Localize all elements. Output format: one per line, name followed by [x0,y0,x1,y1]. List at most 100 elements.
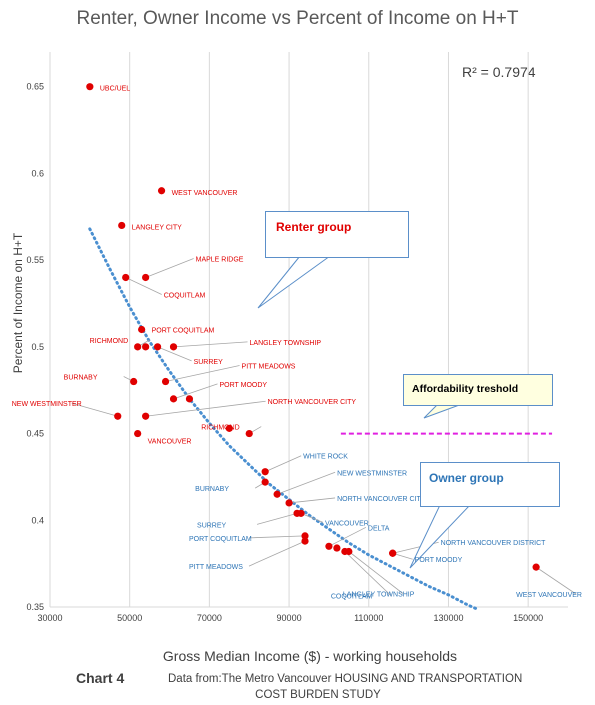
leader-line [145,258,194,278]
owner-callout-pointer [409,504,471,569]
leader-line [344,551,392,596]
owner-point [285,499,293,507]
owner-point [273,490,281,498]
renter-point-label: WEST VANCOUVER [172,190,238,197]
renter-point [114,412,122,420]
x-axis-label: Gross Median Income ($) - working househ… [162,648,458,664]
renter-point [225,424,233,432]
leader-line [256,512,298,525]
leader-line [173,341,248,348]
renter-point-label: LANGLEY TOWNSHIP [250,340,322,347]
owner-point [325,542,333,550]
x-tick-label: 130000 [433,613,463,623]
leader-line [276,471,336,495]
leader-line [173,383,218,400]
renter-point-label: BURNABY [64,375,98,382]
owner-point [261,468,269,476]
owner-point-label: COQUITLAM [331,594,373,601]
renter-point-label: NORTH VANCOUVER CITY [268,399,357,406]
leader-line [348,551,404,594]
leader-line [71,402,118,417]
tick-labels: 30000 50000 70000 90000 110000 130000 150000 0.… [26,82,543,623]
leader-line [300,512,324,523]
renter-point-label: PITT MEADOWS [242,364,296,371]
affordability-callout-pointer [423,403,463,419]
renter-point [245,429,253,438]
leader-line [265,455,302,473]
affordability-callout: Affordability treshold [403,374,553,406]
x-tick-label: 30000 [37,613,62,623]
leader-line [535,566,577,595]
owner-point-label: DELTA [368,525,390,532]
renter-point-label: UBC/UEL [100,86,130,93]
source-line-2: COST BURDEN STUDY [255,689,381,701]
x-tick-label: 110000 [354,613,383,623]
renter-point [169,343,178,351]
affordability-label: Affordability treshold [412,383,519,395]
renter-point [134,429,142,438]
leader-line [145,400,266,417]
renter-point-label: NEW WESTMINSTER [12,401,82,408]
source-note: Data from:The Metro Vancouver HOUSING AN… [168,671,568,703]
owner-point [297,509,305,517]
renter-point-label: PORT COQUITLAM [152,328,215,335]
renter-group-label: Renter group [276,220,352,234]
leader-line [248,540,306,567]
y-tick-label: 0.5 [31,342,44,352]
owner-point-label: PITT MEADOWS [189,564,243,571]
leader-line [157,346,192,362]
owner-point [333,544,341,552]
renter-point-label: PORT MOODY [220,382,268,389]
leader-line [125,277,162,295]
callout-pointers [257,255,471,569]
leader-lines [71,258,577,596]
owner-point-label: VANCOUVER [325,520,369,527]
owner-point [301,532,309,540]
y-tick-label: 0.65 [26,82,44,92]
leader-line [249,535,306,539]
grid-layer [49,52,568,608]
renter-point-label: RICHMOND [201,425,240,432]
renter-point [130,377,138,386]
y-tick-label: 0.55 [26,255,44,265]
owner-point [389,549,397,557]
renter-callout-pointer [257,255,331,309]
leader-line [165,365,240,382]
owner-point-label: PORT MOODY [415,557,463,564]
owner-point [532,563,540,571]
leader-line [328,526,367,547]
owner-point-label: SURREY [197,522,227,529]
renter-point [142,412,150,420]
r-squared-label: R² = 0.7974 [462,64,536,80]
owner-point [261,478,269,486]
renter-point-label: COQUITLAM [164,292,206,299]
renter-point [138,325,146,334]
renter-point [157,187,166,195]
x-tick-label: 50000 [117,613,142,623]
renter-point [134,343,142,351]
owner-point-label: NORTH VANCOUVER CITY [337,496,426,503]
renter-point [122,273,130,282]
renter-point [118,221,126,230]
renter-point-label: SURREY [194,359,224,366]
owner-group-label: Owner group [429,471,504,485]
renter-point-label: RICHMOND [90,338,128,345]
owner-point-label: PORT COQUITLAM [189,536,252,543]
renter-point [142,273,150,282]
renter-point-label: VANCOUVER [148,439,192,446]
owner-point [345,547,353,556]
x-tick-label: 90000 [277,613,302,623]
y-tick-label: 0.45 [26,429,44,439]
owner-point-label: LANGLEY TOWNSHIP [343,592,415,599]
y-axis-label: Percent of Income on H+T [11,232,25,374]
y-tick-label: 0.35 [26,602,44,612]
points-layer [86,83,540,571]
renter-point-label: MAPLE RIDGE [196,256,244,263]
x-tick-label: 70000 [197,613,222,623]
point-labels: UBC/UEL WEST VANCOUVER LANGLEY CITY MAPLE R… [12,86,582,601]
owner-point-label: NORTH VANCOUVER DISTRICT [441,540,546,547]
y-tick-label: 0.4 [31,515,44,525]
renter-point [169,395,178,403]
leader-line [289,497,336,504]
renter-point [86,83,94,91]
